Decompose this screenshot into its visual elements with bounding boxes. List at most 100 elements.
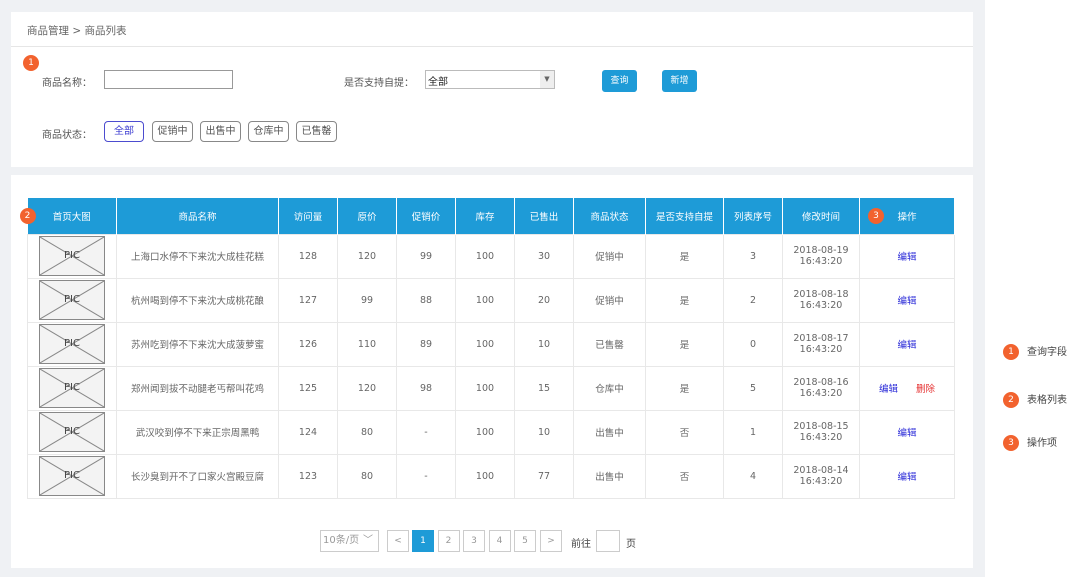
column-header-label: 库存: [475, 211, 495, 223]
annotation-legend-1: 1 查询字段: [1003, 343, 1067, 360]
cell-actions: 编辑: [859, 453, 955, 499]
cell-sold: 30: [514, 233, 574, 279]
cell-status: 出售中: [573, 409, 646, 455]
add-button[interactable]: 新增: [662, 70, 697, 92]
pickup-label: 是否支持自提：: [344, 78, 414, 89]
cell-actions: 编辑: [859, 321, 955, 367]
cell-visits: 123: [278, 453, 338, 499]
status-tag-promo[interactable]: 促销中: [152, 121, 193, 142]
annotation-badge: 3: [1003, 435, 1019, 451]
column-header: 是否支持自提: [645, 198, 724, 234]
cell-pickup: 否: [645, 409, 724, 455]
cell-actions: 编辑 删除: [859, 365, 955, 411]
delete-link[interactable]: 删除: [916, 384, 936, 395]
column-header: 促销价: [396, 198, 456, 234]
thumbnail-cell: PIC: [27, 365, 117, 411]
cell-stock: 100: [455, 409, 515, 455]
column-header-label: 修改时间: [801, 211, 840, 223]
page-button-2[interactable]: 2: [437, 530, 460, 552]
table-row: PIC 郑州闻到拔不动腿老丐帮叫花鸡 125 120 98 100 15 仓库中是 5 2018-…: [27, 365, 955, 411]
edit-link[interactable]: 编辑: [897, 472, 917, 483]
cell-sold: 20: [514, 277, 574, 323]
cell-stock: 100: [455, 365, 515, 411]
modified-time: 16:43:20: [799, 388, 843, 399]
dropdown-arrow-icon: ▼: [540, 71, 554, 88]
annotation-badge: 1: [1003, 344, 1019, 360]
cell-promo: 88: [396, 277, 456, 323]
status-tag-soldout[interactable]: 已售罄: [296, 121, 337, 142]
annotation-label: 查询字段: [1027, 347, 1067, 358]
annotation-badge-3: 3: [868, 208, 884, 224]
cell-price: 120: [337, 365, 397, 411]
goto-page-input[interactable]: [596, 530, 620, 552]
image-placeholder-icon: PIC: [39, 456, 105, 496]
modified-time: 16:43:20: [799, 476, 843, 487]
edit-link[interactable]: 编辑: [878, 384, 898, 395]
column-header: 商品名称: [116, 198, 279, 234]
product-name-input[interactable]: [104, 70, 233, 89]
cell-visits: 124: [278, 409, 338, 455]
status-tag-warehouse[interactable]: 仓库中: [248, 121, 289, 142]
column-header: 2 首页大图: [19, 198, 117, 234]
edit-link[interactable]: 编辑: [897, 340, 917, 351]
modified-time: 16:43:20: [799, 300, 843, 311]
status-tag-onsale[interactable]: 出售中: [200, 121, 241, 142]
column-header: 库存: [455, 198, 515, 234]
breadcrumb-separator: >: [72, 25, 82, 37]
modified-date: 2018-08-14: [793, 465, 849, 476]
cell-modified: 2018-08-18 16:43:20: [782, 277, 860, 323]
edit-link[interactable]: 编辑: [897, 428, 917, 439]
page-size-select[interactable]: 10条/页 ﹀: [320, 530, 379, 552]
search-panel: 商品管理 > 商品列表 1 商品名称： 是否支持自提： 全部 ▼ 查询 新增 商品…: [11, 12, 973, 167]
pic-label: PIC: [64, 470, 80, 481]
cell-name: 苏州吃到停不下来沈大成菠萝蜜: [116, 321, 279, 367]
thumbnail-cell: PIC: [27, 321, 117, 367]
table-row: PIC 苏州吃到停不下来沈大成菠萝蜜 126 110 89 100 10 已售罄是 0 2018-…: [27, 321, 955, 367]
divider: [11, 46, 973, 47]
cell-promo: 98: [396, 365, 456, 411]
column-header: 商品状态: [573, 198, 646, 234]
cell-order: 4: [723, 453, 783, 499]
page-button-5[interactable]: 5: [514, 530, 536, 552]
cell-pickup: 是: [645, 321, 724, 367]
edit-link[interactable]: 编辑: [897, 296, 917, 307]
cell-order: 2: [723, 277, 783, 323]
page-suffix: 页: [626, 539, 636, 550]
thumbnail-cell: PIC: [27, 277, 117, 323]
cell-visits: 127: [278, 277, 338, 323]
image-placeholder-icon: PIC: [39, 368, 105, 408]
edit-link[interactable]: 编辑: [897, 252, 917, 263]
cell-actions: 编辑: [859, 233, 955, 279]
column-header-label: 访问量: [293, 211, 323, 223]
next-page-button[interactable]: >: [540, 530, 562, 552]
cell-sold: 10: [514, 409, 574, 455]
modified-date: 2018-08-17: [793, 333, 849, 344]
breadcrumb-root[interactable]: 商品管理: [27, 25, 69, 37]
page-button-1[interactable]: 1: [412, 530, 434, 552]
thumbnail-cell: PIC: [27, 453, 117, 499]
cell-pickup: 否: [645, 453, 724, 499]
cell-pickup: 是: [645, 365, 724, 411]
table-panel: 2 首页大图 商品名称 访问量 原价 促销价 库存 已售出 商品状态 是否支持自提 列表序号 修改时间…: [11, 175, 973, 568]
cell-price: 99: [337, 277, 397, 323]
cell-price: 80: [337, 409, 397, 455]
cell-stock: 100: [455, 453, 515, 499]
cell-promo: -: [396, 453, 456, 499]
product-name-label: 商品名称：: [42, 78, 92, 89]
table-row: PIC 武汉咬到停不下来正宗周黑鸭 124 80-100 10 出售中否 1 2018-08-…: [27, 409, 955, 455]
cell-name: 武汉咬到停不下来正宗周黑鸭: [116, 409, 279, 455]
cell-status: 促销中: [573, 233, 646, 279]
query-button[interactable]: 查询: [602, 70, 637, 92]
pickup-select[interactable]: 全部 ▼: [425, 70, 555, 89]
cell-modified: 2018-08-14 16:43:20: [782, 453, 860, 499]
cell-price: 120: [337, 233, 397, 279]
cell-stock: 100: [455, 321, 515, 367]
cell-promo: 99: [396, 233, 456, 279]
prev-page-button[interactable]: <: [387, 530, 409, 552]
image-placeholder-icon: PIC: [39, 324, 105, 364]
cell-name: 郑州闻到拔不动腿老丐帮叫花鸡: [116, 365, 279, 411]
page-button-3[interactable]: 3: [463, 530, 485, 552]
status-tag-all[interactable]: 全部: [104, 121, 144, 142]
page-button-4[interactable]: 4: [488, 530, 511, 552]
cell-visits: 126: [278, 321, 338, 367]
